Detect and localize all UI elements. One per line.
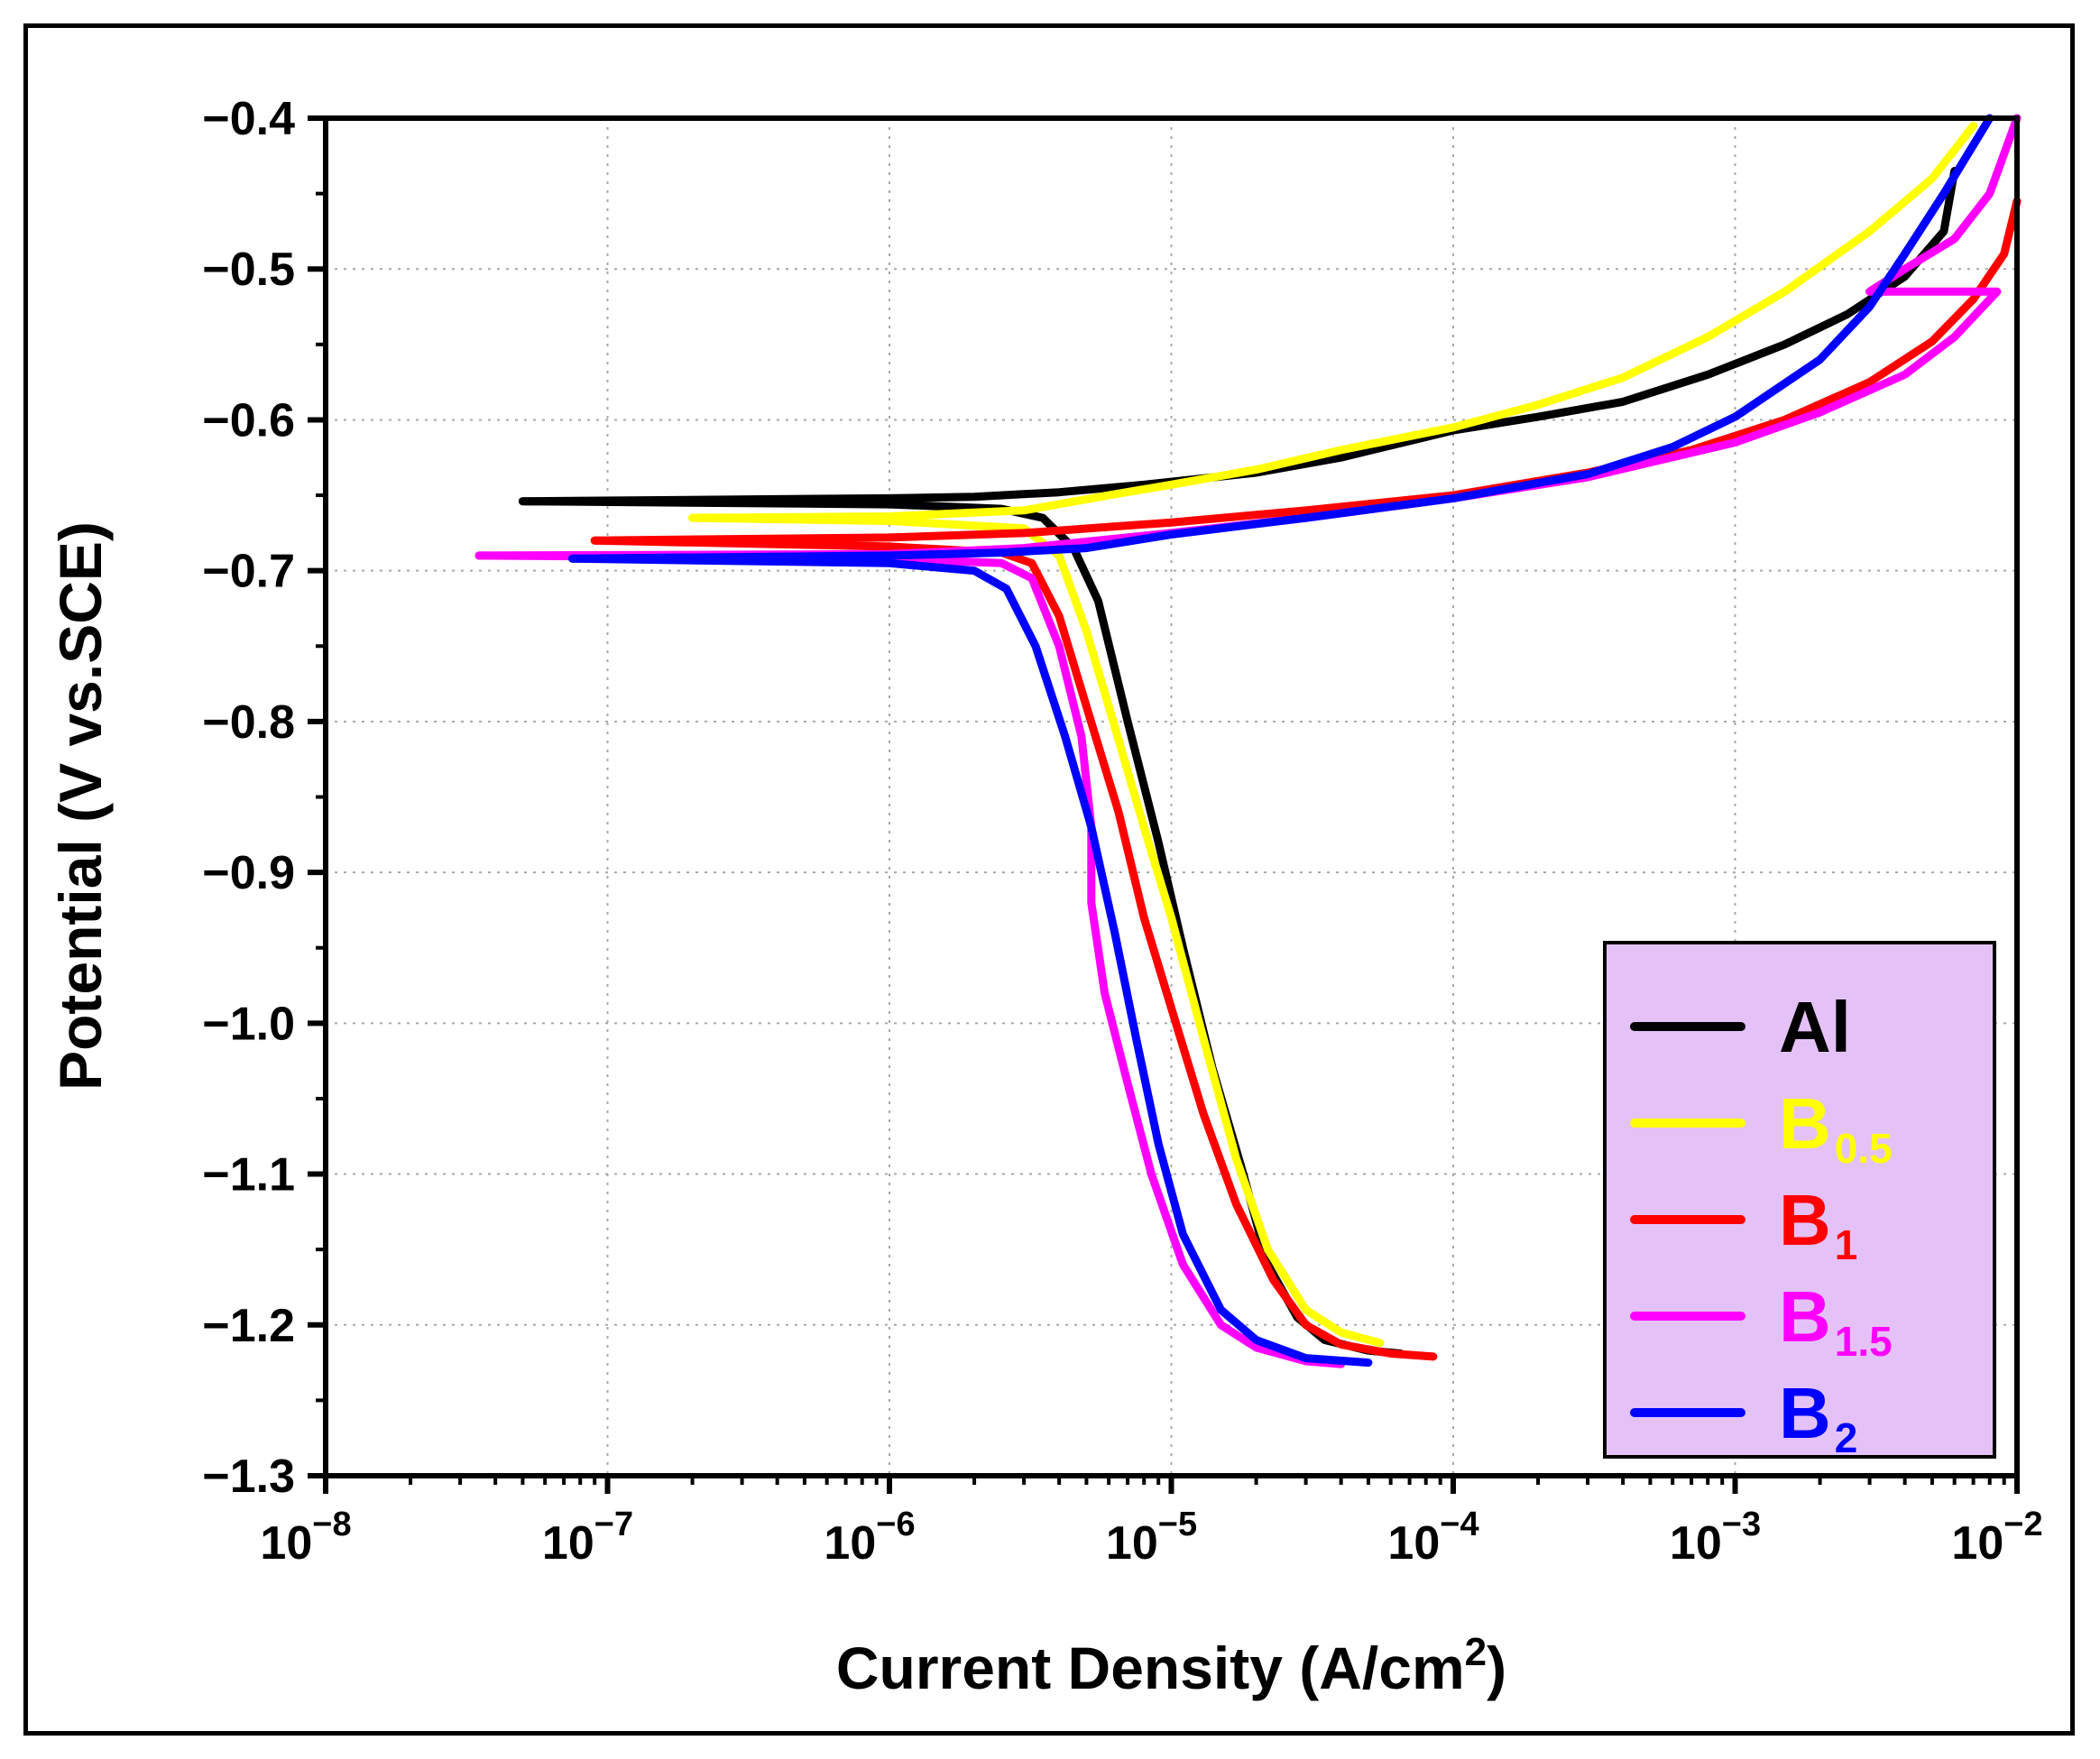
x-tick-label: 10−8 <box>260 1506 351 1570</box>
y-tick-label: −0.5 <box>202 244 295 296</box>
cathodic-branch-line <box>590 536 1438 1361</box>
legend-label: B1.5 <box>1779 1276 1893 1365</box>
legend-label: Al <box>1779 987 1851 1067</box>
x-tick-label: 10−7 <box>542 1506 633 1570</box>
cathodic-branch-line <box>568 554 1373 1368</box>
anodic-branch-line <box>568 114 1994 563</box>
y-tick-label: −0.7 <box>202 546 295 598</box>
axis-ticks <box>308 115 2020 1494</box>
legend-label: B2 <box>1779 1373 1857 1461</box>
y-tick-label: −0.6 <box>202 394 295 447</box>
series-b2 <box>568 114 1994 1368</box>
x-tick-label: 10−3 <box>1670 1506 1761 1570</box>
x-axis-title: Current Density (A/cm2) <box>836 1630 1506 1701</box>
y-tick-label: −1.2 <box>202 1300 295 1352</box>
y-tick-label: −0.8 <box>202 696 295 749</box>
x-tick-labels: 10−8 10−7 10−6 10−5 10−4 10−3 10−2 <box>260 1506 2042 1570</box>
series-lines <box>474 114 2022 1368</box>
cathodic-branch-line <box>474 551 1346 1368</box>
anodic-branch-line <box>474 114 2022 560</box>
y-tick-label: −0.4 <box>202 93 295 145</box>
y-axis-title: Potential (V vs.SCE) <box>47 521 114 1091</box>
y-tick-label: −1.3 <box>202 1450 295 1503</box>
x-tick-label: 10−6 <box>824 1506 915 1570</box>
x-tick-label: 10−2 <box>1951 1506 2042 1570</box>
x-tick-label: 10−5 <box>1106 1506 1197 1570</box>
cathodic-branch-line <box>518 497 1405 1358</box>
legend-label: B0.5 <box>1779 1083 1893 1172</box>
legend-label: B1 <box>1779 1180 1857 1268</box>
y-tick-label: −1.0 <box>202 998 295 1050</box>
y-tick-label: −1.1 <box>202 1149 295 1202</box>
anodic-branch-line <box>688 121 1978 522</box>
anodic-branch-line <box>518 167 1959 506</box>
series-b1-5 <box>474 114 2022 1368</box>
x-tick-label: 10−4 <box>1387 1506 1478 1570</box>
y-tick-label: −0.9 <box>202 847 295 899</box>
y-tick-labels: −0.4 −0.5 −0.6 −0.7 −0.8 −0.9 −1.0 −1.1 −1.2 −1.3 <box>202 93 295 1503</box>
